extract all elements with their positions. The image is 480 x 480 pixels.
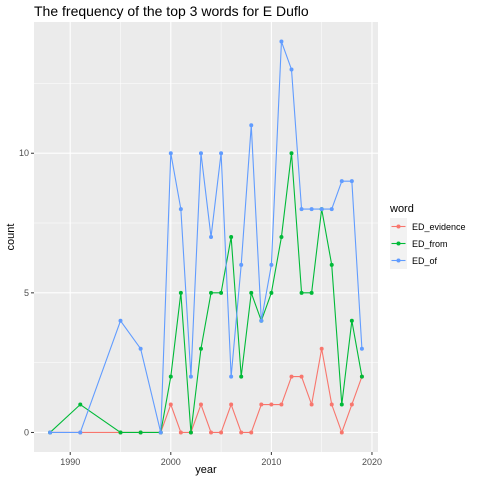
data-point-ed-of	[138, 346, 143, 351]
data-point-ed-of	[279, 39, 284, 44]
data-point-ed-from	[289, 151, 294, 156]
data-point-ed-from	[359, 374, 364, 379]
data-point-ed-of	[319, 207, 324, 212]
data-point-ed-of	[198, 151, 203, 156]
legend-label-ed-from: ED_from	[412, 239, 448, 249]
data-point-ed-evidence	[279, 402, 284, 407]
x-tick-label: 1990	[60, 457, 80, 467]
data-point-ed-from	[329, 262, 334, 267]
data-point-ed-evidence	[209, 430, 214, 435]
x-axis-ticks: 1990 2000 2010 2020	[60, 452, 382, 467]
data-point-ed-from	[269, 290, 274, 295]
legend-point-ed-of	[396, 258, 401, 263]
data-point-ed-evidence	[168, 402, 173, 407]
data-point-ed-from	[178, 290, 183, 295]
x-tick-label: 2010	[261, 457, 281, 467]
data-point-ed-of	[118, 318, 123, 323]
data-point-ed-from	[188, 430, 193, 435]
data-point-ed-of	[229, 374, 234, 379]
data-point-ed-evidence	[178, 430, 183, 435]
x-axis-title: year	[195, 464, 217, 476]
y-axis-ticks: 0 5 10	[19, 148, 34, 437]
data-point-ed-of	[209, 235, 214, 239]
data-point-ed-from	[339, 402, 344, 407]
data-point-ed-of	[239, 262, 244, 267]
data-point-ed-from	[219, 290, 224, 295]
series-points	[48, 39, 364, 435]
legend-point-ed-evidence	[396, 224, 401, 229]
data-point-ed-from	[198, 346, 203, 351]
data-point-ed-of	[299, 207, 304, 212]
data-point-ed-of	[329, 207, 334, 212]
data-point-ed-from	[209, 290, 214, 295]
y-axis-title: count	[5, 224, 17, 251]
data-point-ed-evidence	[269, 402, 274, 407]
data-point-ed-of	[349, 179, 354, 184]
data-point-ed-from	[249, 290, 254, 295]
data-point-ed-evidence	[309, 402, 314, 407]
legend-label-ed-of: ED_of	[412, 256, 438, 266]
data-point-ed-from	[279, 235, 284, 239]
data-point-ed-from	[239, 374, 244, 379]
data-point-ed-evidence	[239, 430, 244, 435]
data-point-ed-of	[339, 179, 344, 184]
data-point-ed-of	[259, 318, 264, 323]
y-tick-label: 10	[19, 148, 29, 158]
minor-gridlines	[34, 22, 378, 452]
y-tick-label: 0	[24, 427, 29, 437]
data-point-ed-evidence	[289, 374, 294, 379]
data-point-ed-evidence	[249, 430, 254, 435]
legend-title: word	[389, 203, 414, 215]
data-point-ed-of	[249, 123, 254, 128]
data-point-ed-evidence	[299, 374, 304, 379]
y-tick-label: 5	[24, 288, 29, 298]
legend: word ED_evidence ED_from ED_of	[389, 203, 466, 269]
data-point-ed-from	[138, 430, 143, 435]
legend-label-ed-evidence: ED_evidence	[412, 222, 466, 232]
legend-point-ed-from	[396, 241, 401, 246]
data-point-ed-of	[178, 207, 183, 212]
data-point-ed-from	[78, 402, 83, 407]
data-point-ed-evidence	[329, 402, 334, 407]
data-point-ed-from	[349, 318, 354, 323]
data-point-ed-evidence	[319, 346, 324, 351]
data-point-ed-evidence	[339, 430, 344, 435]
data-point-ed-from	[309, 290, 314, 295]
data-point-ed-of	[309, 207, 314, 212]
data-point-ed-evidence	[349, 402, 354, 407]
data-point-ed-of	[158, 430, 163, 435]
data-point-ed-of	[219, 151, 224, 156]
data-point-ed-from	[229, 235, 234, 239]
data-point-ed-from	[299, 290, 304, 295]
data-point-ed-of	[78, 430, 83, 435]
data-point-ed-evidence	[229, 402, 234, 407]
data-point-ed-of	[289, 67, 294, 72]
data-point-ed-evidence	[198, 402, 203, 407]
data-point-ed-of	[359, 346, 364, 351]
chart-title: The frequency of the top 3 words for E D…	[34, 3, 309, 19]
x-tick-label: 2000	[161, 457, 181, 467]
data-point-ed-of	[269, 262, 274, 267]
data-point-ed-from	[168, 374, 173, 379]
data-point-ed-evidence	[259, 402, 264, 407]
x-tick-label: 2020	[362, 457, 382, 467]
data-point-ed-evidence	[219, 430, 224, 435]
data-point-ed-of	[188, 374, 193, 379]
plot-panel	[34, 22, 378, 452]
data-point-ed-from	[118, 430, 123, 435]
data-point-ed-of	[48, 430, 53, 435]
data-point-ed-of	[168, 151, 173, 156]
